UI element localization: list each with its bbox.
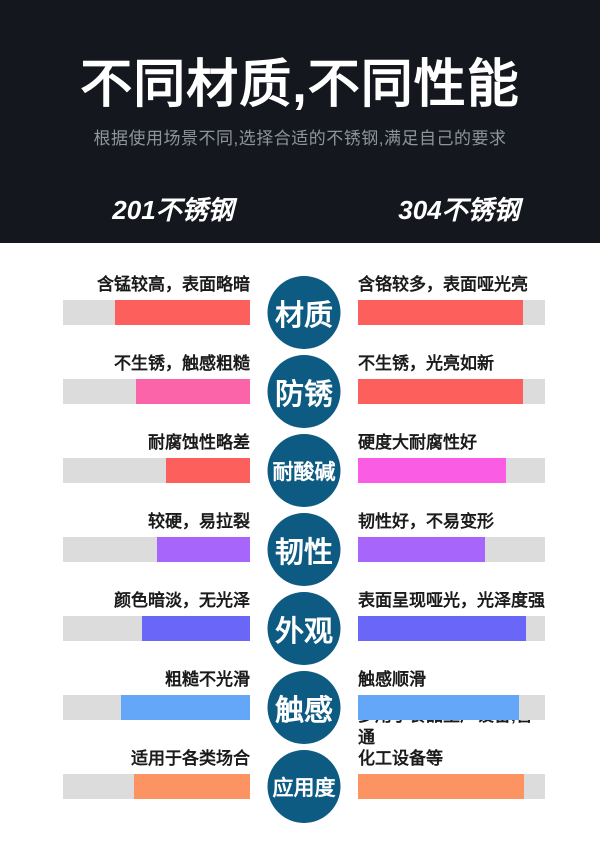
right-bar-fill xyxy=(358,379,523,404)
comparison-body: 含锰较高，表面略暗 材质 含铬较多，表面哑光亮 不生锈，触感粗糙 防锈 不生锈，… xyxy=(0,243,600,823)
right-bar-track xyxy=(358,774,545,799)
right-cell: 触感顺滑 xyxy=(358,669,545,720)
left-cell: 较硬，易拉裂 xyxy=(63,511,250,562)
left-property-label: 颜色暗淡，无光泽 xyxy=(114,590,250,610)
comparison-row: 较硬，易拉裂 韧性 韧性好，不易变形 xyxy=(0,483,600,586)
right-property-label: 硬度大耐腐性好 xyxy=(358,432,477,452)
left-bar-track xyxy=(63,300,250,325)
category-badge: 防锈 xyxy=(267,355,341,428)
right-cell: 韧性好，不易变形 xyxy=(358,511,545,562)
left-property-label: 不生锈，触感粗糙 xyxy=(114,353,250,373)
comparison-row: 不生锈，触感粗糙 防锈 不生锈，光亮如新 xyxy=(0,325,600,428)
category-badge: 韧性 xyxy=(267,513,341,586)
left-cell: 不生锈，触感粗糙 xyxy=(63,353,250,404)
left-bar-fill xyxy=(141,616,250,641)
left-bar-track xyxy=(63,616,250,641)
center-cell: 韧性 xyxy=(250,483,358,586)
left-bar-fill xyxy=(156,537,250,562)
left-bar-track xyxy=(63,458,250,483)
right-bar-track xyxy=(358,300,545,325)
page-title: 不同材质,不同性能 xyxy=(80,56,520,114)
left-property-label: 粗糙不光滑 xyxy=(165,669,250,689)
page-subtitle: 根据使用场景不同,选择合适的不锈钢,满足自己的要求 xyxy=(93,129,507,148)
left-bar-fill xyxy=(135,379,250,404)
category-badge: 材质 xyxy=(267,276,341,349)
right-bar-fill xyxy=(358,537,486,562)
center-cell: 触感 xyxy=(250,641,358,744)
left-bar-fill xyxy=(165,458,250,483)
center-cell: 防锈 xyxy=(250,325,358,428)
category-badge: 应用度 xyxy=(267,750,341,823)
right-bar-fill xyxy=(358,300,523,325)
left-property-label: 含锰较高，表面略暗 xyxy=(97,274,250,294)
center-cell: 材质 xyxy=(250,246,358,349)
right-bar-track xyxy=(358,379,545,404)
center-cell: 外观 xyxy=(250,562,358,665)
left-bar-track xyxy=(63,774,250,799)
right-bar-track xyxy=(358,616,545,641)
left-cell: 粗糙不光滑 xyxy=(63,669,250,720)
left-bar-track xyxy=(63,695,250,720)
comparison-row: 含锰较高，表面略暗 材质 含铬较多，表面哑光亮 xyxy=(0,246,600,349)
right-property-label: 韧性好，不易变形 xyxy=(358,511,494,531)
left-cell: 颜色暗淡，无光泽 xyxy=(63,590,250,641)
comparison-row: 适用于各类场合 应用度 多用于食品生产设备,普通 化工设备等 xyxy=(0,706,600,823)
left-cell: 适用于各类场合 xyxy=(63,748,250,799)
center-cell: 应用度 xyxy=(250,720,358,823)
right-bar-track xyxy=(358,695,545,720)
right-bar-fill xyxy=(358,695,519,720)
right-bar-track xyxy=(358,537,545,562)
left-property-label: 适用于各类场合 xyxy=(131,748,250,768)
header: 不同材质,不同性能 根据使用场景不同,选择合适的不锈钢,满足自己的要求 201不… xyxy=(0,0,600,243)
left-bar-fill xyxy=(134,774,250,799)
comparison-rows: 含锰较高，表面略暗 材质 含铬较多，表面哑光亮 不生锈，触感粗糙 防锈 不生锈，… xyxy=(0,243,600,823)
left-bar-fill xyxy=(120,695,250,720)
comparison-row: 粗糙不光滑 触感 触感顺滑 xyxy=(0,641,600,744)
category-badge: 耐酸碱 xyxy=(267,434,341,507)
right-cell: 不生锈，光亮如新 xyxy=(358,353,545,404)
left-property-label: 耐腐蚀性略差 xyxy=(148,432,250,452)
right-cell: 含铬较多，表面哑光亮 xyxy=(358,274,545,325)
comparison-row: 颜色暗淡，无光泽 外观 表面呈现哑光，光泽度强 xyxy=(0,562,600,665)
column-header-304: 304不锈钢 xyxy=(398,195,520,225)
center-cell: 耐酸碱 xyxy=(250,404,358,507)
left-bar-track xyxy=(63,537,250,562)
right-property-label: 触感顺滑 xyxy=(358,669,426,689)
right-cell: 硬度大耐腐性好 xyxy=(358,432,545,483)
right-property-label: 表面呈现哑光，光泽度强 xyxy=(358,590,545,610)
right-property-label: 含铬较多，表面哑光亮 xyxy=(358,274,528,294)
category-badge: 外观 xyxy=(267,592,341,665)
column-header-201: 201不锈钢 xyxy=(112,195,234,225)
left-property-label: 较硬，易拉裂 xyxy=(148,511,250,531)
right-bar-fill xyxy=(358,616,527,641)
left-bar-track xyxy=(63,379,250,404)
left-cell: 含锰较高，表面略暗 xyxy=(63,274,250,325)
right-bar-fill xyxy=(358,774,525,799)
category-badge: 触感 xyxy=(267,671,341,744)
right-bar-track xyxy=(358,458,545,483)
right-bar-fill xyxy=(358,458,506,483)
comparison-row: 耐腐蚀性略差 耐酸碱 硬度大耐腐性好 xyxy=(0,404,600,507)
right-property-label: 不生锈，光亮如新 xyxy=(358,353,494,373)
left-cell: 耐腐蚀性略差 xyxy=(63,432,250,483)
left-bar-fill xyxy=(115,300,250,325)
right-cell: 表面呈现哑光，光泽度强 xyxy=(358,590,545,641)
